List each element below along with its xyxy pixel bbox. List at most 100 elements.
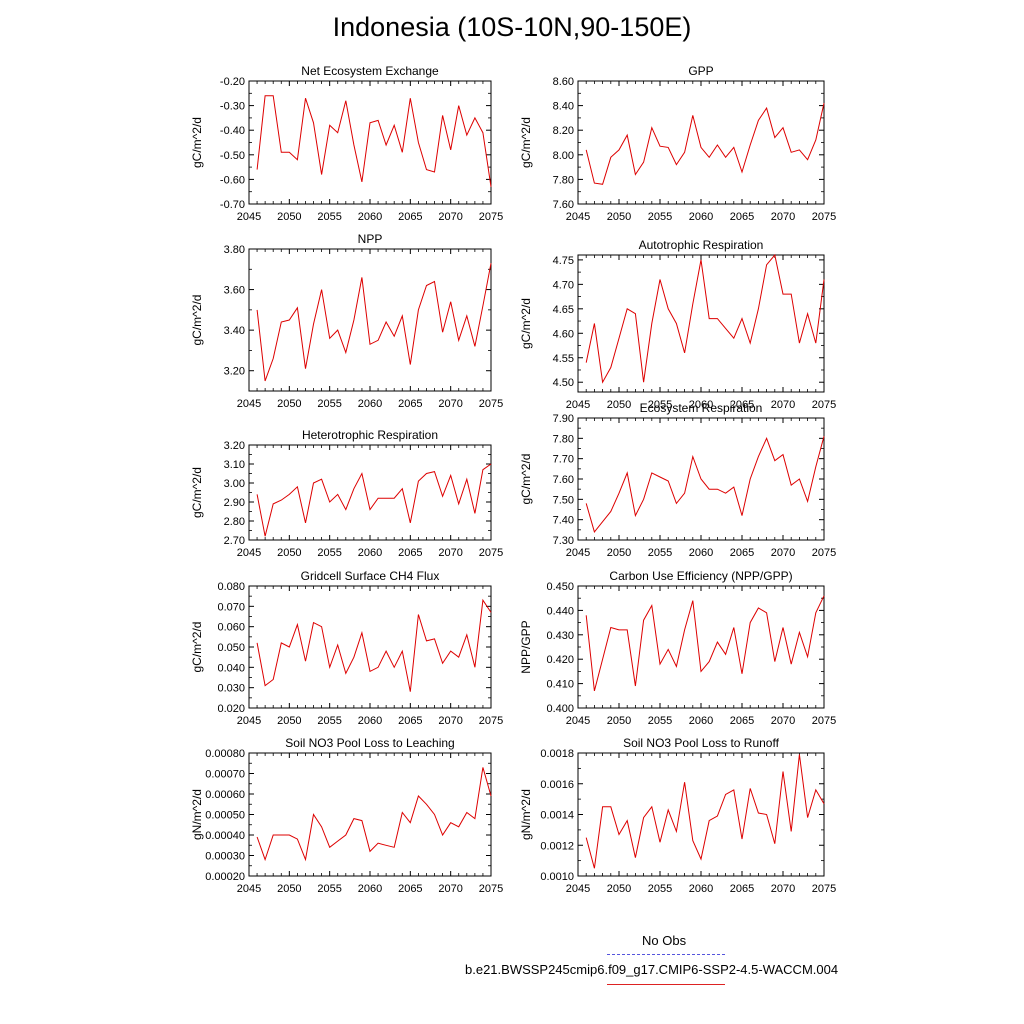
y-tick-label: 7.90 bbox=[553, 413, 574, 425]
x-tick-label: 2060 bbox=[689, 547, 713, 559]
x-tick-label: 2060 bbox=[689, 399, 713, 411]
y-tick-label: 0.410 bbox=[546, 679, 574, 691]
y-tick-label: 8.60 bbox=[553, 76, 574, 88]
series-line-0 bbox=[256, 767, 492, 862]
y-axis-label: gC/m^2/d bbox=[190, 622, 204, 673]
x-tick-label: 2050 bbox=[607, 211, 631, 223]
chart-panel-4: Heterotrophic Respiration gC/m^2/d 2045 205… bbox=[190, 428, 503, 559]
x-tick-label: 2065 bbox=[730, 715, 754, 727]
x-tick-label: 2070 bbox=[438, 398, 462, 410]
x-tick-label: 2075 bbox=[479, 883, 503, 895]
plot-frame bbox=[248, 752, 492, 877]
x-tick-label: 2050 bbox=[607, 883, 631, 895]
x-tick-label: 2075 bbox=[812, 883, 836, 895]
chart-panel-6: Gridcell Surface CH4 Flux gC/m^2/d 2045 205… bbox=[190, 569, 503, 727]
y-tick-label: 8.00 bbox=[553, 150, 574, 162]
chart-title: Gridcell Surface CH4 Flux bbox=[301, 569, 440, 583]
x-tick-label: 2045 bbox=[566, 211, 590, 223]
chart-title: Autotrophic Respiration bbox=[639, 238, 764, 252]
y-tick-label: 7.80 bbox=[553, 174, 574, 186]
y-axis-label: gN/m^2/d bbox=[519, 789, 533, 840]
x-tick-label: 2060 bbox=[689, 211, 713, 223]
chart-panel-3: Autotrophic Respiration gC/m^2/d 2045 2050 2… bbox=[519, 238, 836, 411]
chart-title: Soil NO3 Pool Loss to Leaching bbox=[285, 736, 454, 750]
x-tick-label: 2055 bbox=[648, 399, 672, 411]
x-tick-label: 2045 bbox=[237, 547, 261, 559]
x-tick-label: 2070 bbox=[771, 211, 795, 223]
y-tick-label: 0.00040 bbox=[205, 830, 245, 842]
plot-frame bbox=[248, 444, 492, 541]
y-tick-label: 0.040 bbox=[217, 662, 245, 674]
x-tick-label: 2065 bbox=[398, 547, 422, 559]
y-tick-label: -0.40 bbox=[220, 125, 245, 137]
y-tick-label: 4.65 bbox=[553, 304, 574, 316]
x-tick-label: 2065 bbox=[398, 398, 422, 410]
x-tick-label: 2075 bbox=[479, 715, 503, 727]
chart-title: Ecosystem Respiration bbox=[640, 401, 763, 415]
y-tick-label: 0.050 bbox=[217, 642, 245, 654]
x-tick-label: 2070 bbox=[438, 883, 462, 895]
x-tick-label: 2070 bbox=[438, 547, 462, 559]
y-tick-label: 0.400 bbox=[546, 703, 574, 715]
y-tick-label: -0.60 bbox=[220, 174, 245, 186]
x-tick-label: 2060 bbox=[358, 883, 382, 895]
chart-title: Carbon Use Efficiency (NPP/GPP) bbox=[609, 569, 792, 583]
plot-frame bbox=[248, 80, 492, 205]
chart-title: GPP bbox=[688, 64, 713, 78]
x-tick-label: 2055 bbox=[648, 211, 672, 223]
x-tick-label: 2075 bbox=[812, 399, 836, 411]
x-tick-label: 2050 bbox=[277, 211, 301, 223]
y-tick-label: 0.00030 bbox=[205, 851, 245, 863]
x-tick-label: 2055 bbox=[317, 398, 341, 410]
x-tick-label: 2060 bbox=[358, 547, 382, 559]
y-tick-label: -0.50 bbox=[220, 150, 245, 162]
y-tick-label: 2.70 bbox=[224, 535, 245, 547]
x-tick-label: 2075 bbox=[812, 547, 836, 559]
x-tick-label: 2045 bbox=[237, 883, 261, 895]
x-tick-label: 2050 bbox=[277, 547, 301, 559]
x-tick-label: 2045 bbox=[566, 715, 590, 727]
chart-panel-7: Carbon Use Efficiency (NPP/GPP) NPP/GPP 20… bbox=[519, 569, 836, 727]
y-tick-label: 0.440 bbox=[546, 605, 574, 617]
chart-title: NPP bbox=[358, 232, 383, 246]
x-tick-label: 2060 bbox=[689, 883, 713, 895]
x-tick-label: 2045 bbox=[566, 547, 590, 559]
x-tick-label: 2075 bbox=[812, 211, 836, 223]
y-axis-label: gC/m^2/d bbox=[190, 295, 204, 346]
x-tick-label: 2065 bbox=[730, 211, 754, 223]
x-tick-label: 2075 bbox=[479, 211, 503, 223]
y-tick-label: 0.0010 bbox=[540, 871, 574, 883]
x-tick-label: 2050 bbox=[277, 398, 301, 410]
x-tick-label: 2075 bbox=[812, 715, 836, 727]
x-tick-label: 2050 bbox=[277, 715, 301, 727]
x-tick-label: 2075 bbox=[479, 547, 503, 559]
y-tick-label: 0.420 bbox=[546, 654, 574, 666]
x-tick-label: 2050 bbox=[607, 547, 631, 559]
x-tick-label: 2045 bbox=[237, 211, 261, 223]
series-line-0 bbox=[585, 754, 825, 869]
chart-panel-8: Soil NO3 Pool Loss to Leaching gN/m^2/d 20… bbox=[190, 736, 503, 895]
y-tick-label: 2.90 bbox=[224, 497, 245, 509]
y-tick-label: 3.10 bbox=[224, 459, 245, 471]
x-tick-label: 2070 bbox=[438, 211, 462, 223]
plot-frame bbox=[248, 585, 492, 709]
x-tick-label: 2065 bbox=[730, 547, 754, 559]
y-tick-label: 7.80 bbox=[553, 433, 574, 445]
plot-frame bbox=[577, 254, 825, 393]
y-tick-label: 4.50 bbox=[553, 377, 574, 389]
y-tick-label: 0.00070 bbox=[205, 769, 245, 781]
x-tick-label: 2065 bbox=[730, 399, 754, 411]
x-tick-label: 2070 bbox=[771, 883, 795, 895]
chart-title: Soil NO3 Pool Loss to Runoff bbox=[623, 736, 780, 750]
y-tick-label: 7.60 bbox=[553, 474, 574, 486]
y-tick-label: 7.50 bbox=[553, 494, 574, 506]
x-tick-label: 2055 bbox=[317, 883, 341, 895]
y-tick-label: 0.00060 bbox=[205, 789, 245, 801]
page-title: Indonesia (10S-10N,90-150E) bbox=[332, 12, 692, 42]
y-tick-label: 0.060 bbox=[217, 622, 245, 634]
y-tick-label: -0.30 bbox=[220, 101, 245, 113]
chart-title: Net Ecosystem Exchange bbox=[301, 64, 439, 78]
x-tick-label: 2065 bbox=[730, 883, 754, 895]
y-axis-label: gC/m^2/d bbox=[519, 454, 533, 505]
